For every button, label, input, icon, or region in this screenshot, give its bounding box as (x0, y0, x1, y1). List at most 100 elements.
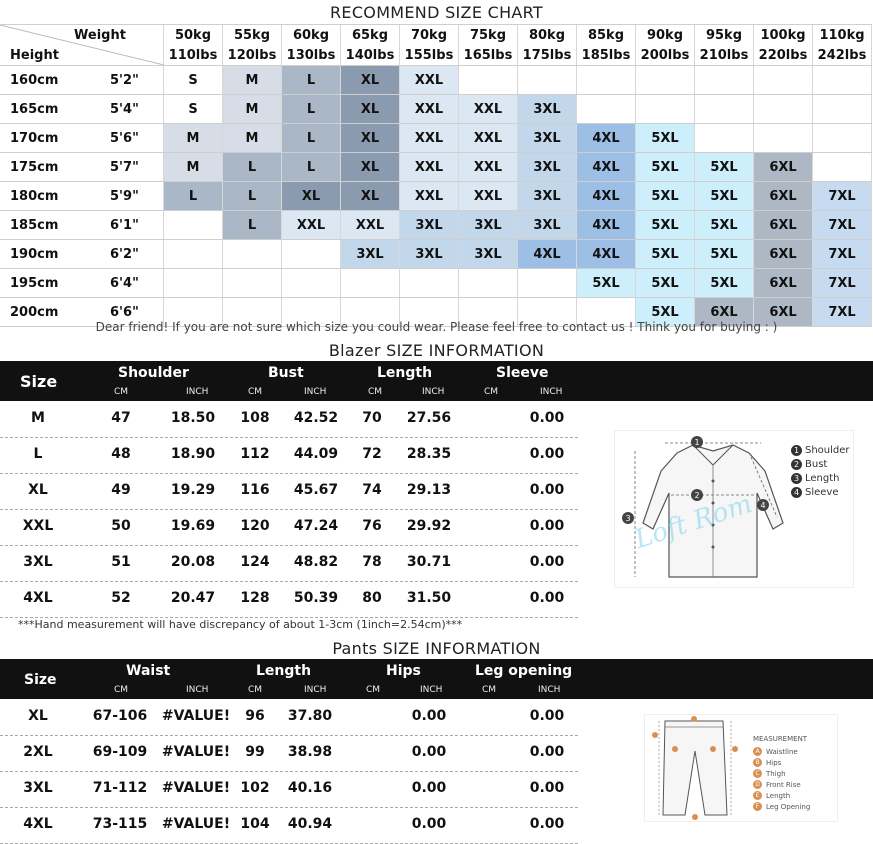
size-cell: XXL (341, 211, 400, 239)
size-cell: 6XL (754, 240, 813, 268)
blazer-value: 44.09 (293, 446, 339, 462)
size-cell (577, 95, 636, 123)
size-cell: XL (341, 66, 400, 94)
size-cell: M (164, 153, 223, 181)
blazer-value: 0.00 (529, 446, 565, 462)
blazer-value: 28.35 (406, 446, 452, 462)
pants-size: 4XL (23, 816, 53, 832)
size-cell: L (282, 95, 341, 123)
size-cell: 7XL (813, 240, 872, 268)
blazer-value: 0.00 (529, 590, 565, 606)
recommend-row: 185cm 6'1" L XXL XXL 3XL 3XL 3XL 4XL 5XL 5XL 6XL 7XL (0, 211, 872, 240)
pants-value: 0.00 (529, 780, 565, 796)
size-cell: 3XL (518, 211, 577, 239)
size-cell: L (223, 153, 282, 181)
size-cell: L (282, 124, 341, 152)
blazer-value: 78 (362, 554, 382, 570)
blazer-value: 19.69 (170, 518, 216, 534)
weight-header-cell: 100kg 220lbs (754, 25, 813, 65)
legend-label: Leg Opening (766, 802, 811, 811)
size-cell (164, 298, 223, 326)
weight-lbs: 185lbs (581, 47, 631, 63)
weight-kg: 90kg (646, 27, 684, 43)
size-cell: 5XL (636, 153, 695, 181)
pants-legend-item: F Leg Opening (753, 802, 810, 811)
blazer-legend-item: 3 Length (791, 473, 850, 484)
size-cell: 5XL (695, 211, 754, 239)
weight-kg: 75kg (469, 27, 507, 43)
pants-size-label: Size (24, 672, 57, 688)
blazer-value: 45.67 (293, 482, 339, 498)
weight-lbs: 140lbs (345, 47, 395, 63)
weight-header-cell: 95kg 210lbs (695, 25, 754, 65)
legend-letter: A (753, 747, 762, 756)
size-cell: 3XL (400, 240, 459, 268)
size-cell: 6XL (754, 269, 813, 297)
size-cell: 5XL (636, 298, 695, 326)
size-cell: XL (341, 124, 400, 152)
blazer-shirt-icon: 1 2 3 4 (622, 436, 784, 578)
pants-value: 0.00 (529, 816, 565, 832)
legend-letter: C (753, 769, 762, 778)
size-cell (223, 269, 282, 297)
pants-value: 67-106 (92, 708, 148, 724)
blazer-size: 3XL (23, 554, 53, 570)
blazer-value: 120 (240, 518, 270, 534)
size-cell (813, 124, 872, 152)
weight-kg: 55kg (233, 27, 271, 43)
height-ft: 5'2" (82, 66, 164, 94)
size-cell: 3XL (518, 182, 577, 210)
height-ft: 6'4" (82, 269, 164, 297)
size-cell: XL (341, 95, 400, 123)
blazer-diagram: 1 2 3 4 1 Shoulder 2 Bust 3 Length 4 Sleeve Lof… (614, 430, 854, 588)
recommend-row: 160cm 5'2" S M L XL XXL (0, 66, 872, 95)
blazer-col-length: Length (377, 365, 433, 381)
height-cm: 195cm (10, 275, 59, 291)
weight-kg: 95kg (705, 27, 743, 43)
blazer-unit-cm: CM (114, 387, 129, 397)
recommend-row: 165cm 5'4" S M L XL XXL XXL 3XL (0, 95, 872, 124)
size-cell: L (282, 66, 341, 94)
size-cell: L (223, 182, 282, 210)
pants-value: #VALUE! (161, 780, 231, 796)
pants-diagram: MEASUREMENT A Waistline B Hips C Thigh D Front … (644, 714, 838, 822)
blazer-size: M (31, 410, 45, 426)
size-cell (400, 298, 459, 326)
weight-kg: 110kg (819, 27, 865, 43)
size-cell: 4XL (577, 211, 636, 239)
weight-header-cell: 75kg 165lbs (459, 25, 518, 65)
blazer-value: 30.71 (406, 554, 452, 570)
size-cell: XXL (400, 95, 459, 123)
pants-unit-inch: INCH (538, 685, 561, 695)
height-ft: 5'7" (82, 153, 164, 181)
blazer-value: 108 (240, 410, 270, 426)
size-cell (164, 269, 223, 297)
blazer-value: 29.92 (406, 518, 452, 534)
height-cm: 165cm (10, 101, 59, 117)
pants-legend-item: C Thigh (753, 769, 810, 778)
size-cell: 7XL (813, 269, 872, 297)
pants-row: 3XL 71-112 #VALUE! 102 40.16 0.00 0.00 (0, 771, 578, 808)
blazer-value: 31.50 (406, 590, 452, 606)
pants-col-waist: Waist (126, 663, 171, 679)
size-cell: 6XL (754, 298, 813, 326)
blazer-footnote: ***Hand measurement will have discrepanc… (18, 618, 463, 631)
weight-lbs: 220lbs (758, 47, 808, 63)
blazer-value: 52 (111, 590, 131, 606)
size-cell (164, 240, 223, 268)
blazer-value: 128 (240, 590, 270, 606)
pants-legend-item: D Front Rise (753, 780, 810, 789)
pants-value: 102 (240, 780, 270, 796)
pants-value: 38.98 (287, 744, 333, 760)
size-cell (518, 269, 577, 297)
blazer-value: 20.47 (170, 590, 216, 606)
pants-unit-cm: CM (482, 685, 497, 695)
pants-value: 96 (245, 708, 265, 724)
weight-header-cell: 80kg 175lbs (518, 25, 577, 65)
size-cell: XXL (400, 182, 459, 210)
size-cell: XXL (400, 66, 459, 94)
height-label: Height (10, 48, 59, 63)
height-cm: 200cm (10, 304, 59, 320)
corner-diagonal (0, 25, 164, 65)
blazer-unit-inch: INCH (540, 387, 563, 397)
